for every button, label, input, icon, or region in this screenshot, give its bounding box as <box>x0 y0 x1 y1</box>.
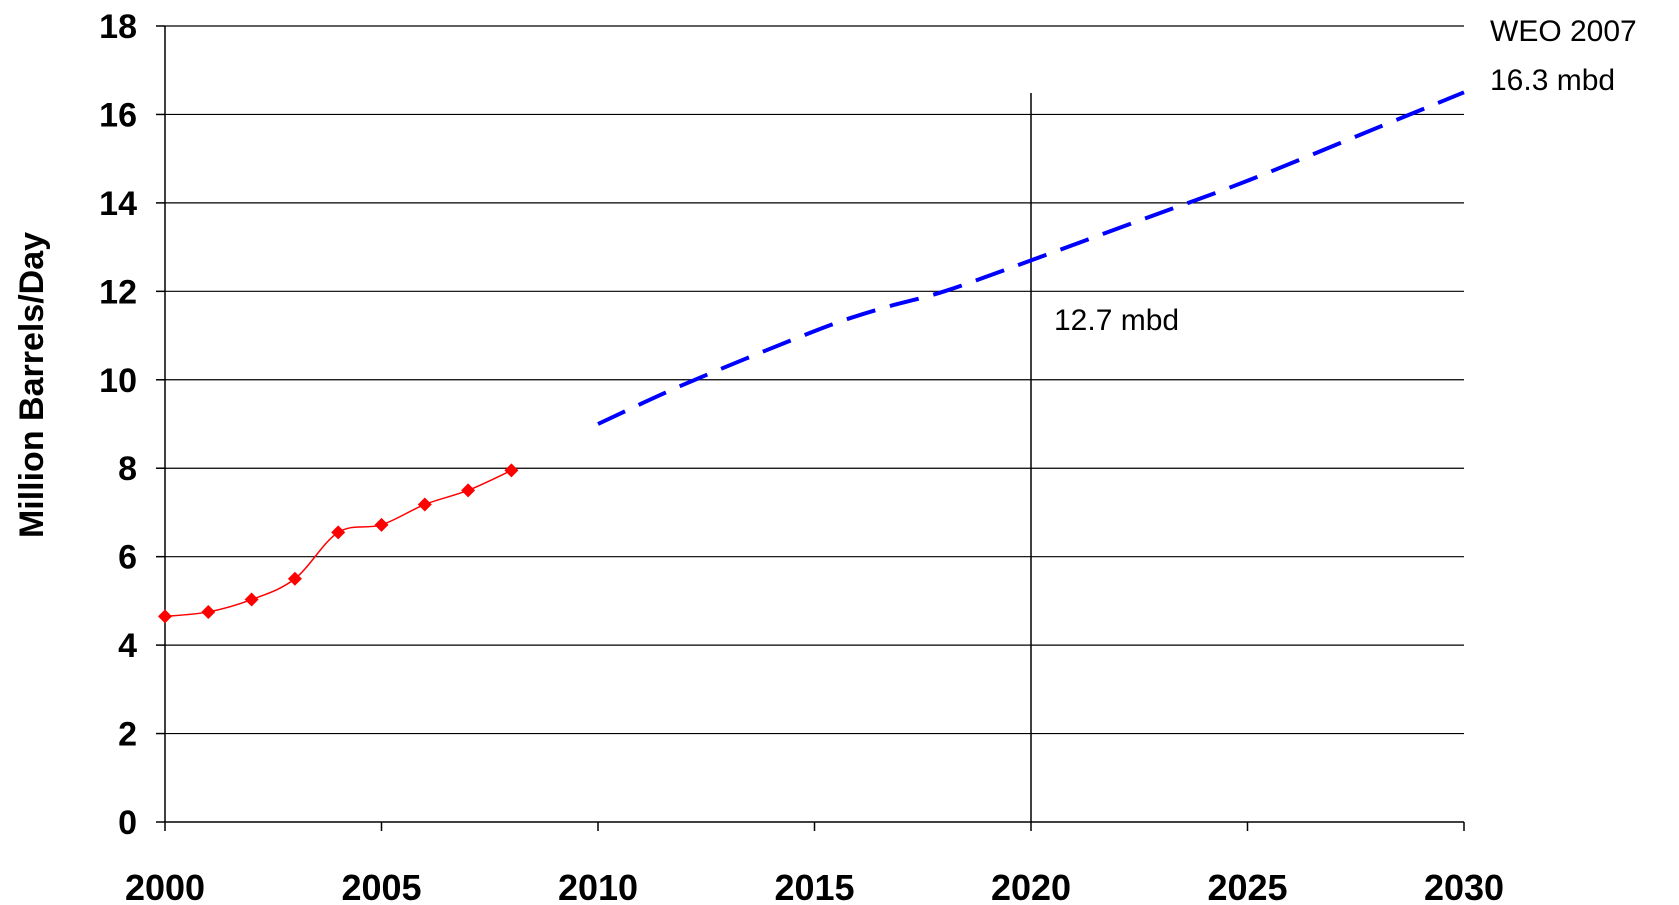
series-1-line <box>597 90 1465 426</box>
y-tick-label-0: 0 <box>118 804 137 842</box>
x-tick-labels: 2000 2005 2010 2015 2020 2025 2030 <box>125 822 1504 905</box>
annotation-weo-label: WEO 2007 <box>1490 15 1637 48</box>
series-0-point-2002 <box>244 592 259 607</box>
series-0-point-2000 <box>158 609 172 624</box>
series-0-point-2001 <box>201 604 216 619</box>
gridlines <box>165 25 1464 735</box>
y-tick-label-6: 6 <box>118 539 137 577</box>
x-tick-label-2000: 2000 <box>125 867 205 905</box>
x-tick-label-2025: 2025 <box>1207 867 1287 905</box>
series-0-point-2004 <box>331 525 346 540</box>
y-tick-label-18: 18 <box>99 8 137 46</box>
y-tick-label-4: 4 <box>118 627 137 665</box>
annotation-mid-value: 12.7 mbd <box>1054 304 1179 337</box>
x-tick-label-2020: 2020 <box>991 867 1071 905</box>
series-0-point-2003 <box>287 571 302 586</box>
series-0-point-2005 <box>374 517 389 532</box>
series-0-point-2006 <box>417 497 432 512</box>
x-tick-label-2005: 2005 <box>341 867 421 905</box>
series-0-point-2007 <box>461 483 476 498</box>
x-tick-label-2010: 2010 <box>558 867 638 905</box>
series-0-point-2008 <box>504 463 519 478</box>
y-tick-label-12: 12 <box>99 273 137 311</box>
x-tick-label-2030: 2030 <box>1424 867 1504 905</box>
annotation-end-value: 16.3 mbd <box>1490 64 1615 97</box>
series-0-line <box>164 469 512 618</box>
y-tick-label-8: 8 <box>118 450 137 488</box>
y-tick-label-16: 16 <box>99 96 137 134</box>
y-tick-label-10: 10 <box>99 362 137 400</box>
series-layer <box>158 90 1465 624</box>
y-tick-label-14: 14 <box>99 185 137 223</box>
y-tick-label-2: 2 <box>118 716 137 754</box>
y-axis-label: Million Barrels/Day <box>13 232 51 538</box>
x-tick-label-2015: 2015 <box>774 867 854 905</box>
y-tick-labels: 0 2 4 6 8 10 12 14 16 18 <box>99 8 165 842</box>
